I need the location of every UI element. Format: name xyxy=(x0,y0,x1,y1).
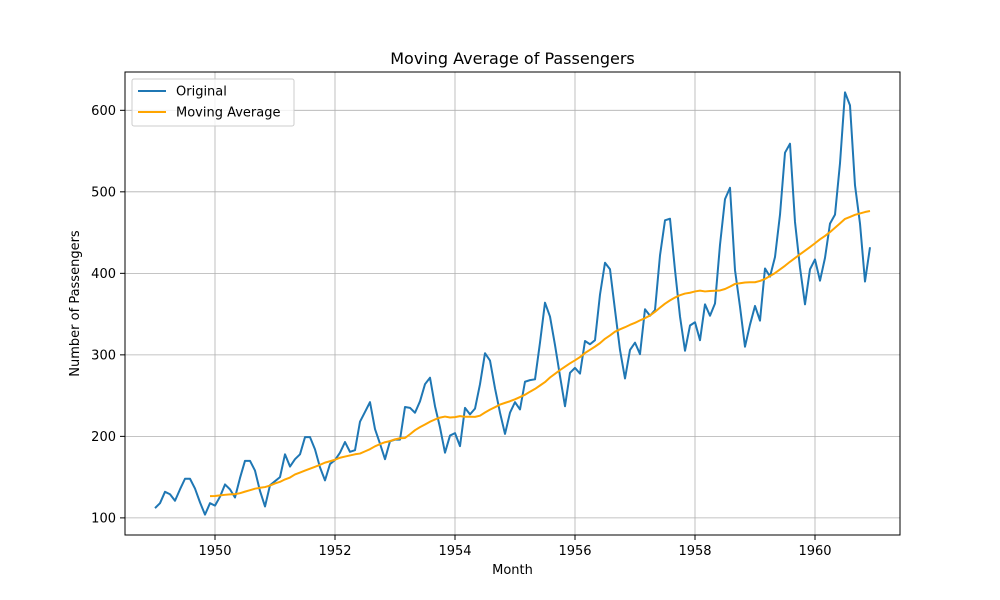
plot-frame xyxy=(124,71,901,536)
x-tick-label: 1960 xyxy=(798,544,831,559)
y-tick-label: 400 xyxy=(91,267,116,282)
y-tick-label: 300 xyxy=(91,348,116,363)
legend: Original Moving Average xyxy=(131,78,295,127)
x-tick-label: 1952 xyxy=(318,544,351,559)
legend-label-original: Original xyxy=(176,85,227,100)
legend-box xyxy=(131,78,295,127)
x-tick-label: 1956 xyxy=(558,544,591,559)
x-tick-label: 1958 xyxy=(678,544,711,559)
x-tick-label: 1954 xyxy=(438,544,471,559)
y-tick-label: 100 xyxy=(91,511,116,526)
axes: 1950 1952 1954 1956 1958 1960 100 200 300 400 500 6… xyxy=(91,104,831,559)
legend-label-moving-average: Moving Average xyxy=(176,106,280,121)
series-line-moving-average xyxy=(209,210,871,498)
y-tick-label: 200 xyxy=(91,430,116,445)
series-lines xyxy=(154,91,871,516)
series-line-original xyxy=(154,91,871,516)
y-tick-label: 600 xyxy=(91,104,116,119)
y-axis-title: Number of Passengers xyxy=(68,230,83,377)
chart-title: Moving Average of Passengers xyxy=(390,49,635,68)
x-tick-label: 1950 xyxy=(198,544,231,559)
y-tick-label: 500 xyxy=(91,185,116,200)
x-axis-title: Month xyxy=(492,563,533,578)
